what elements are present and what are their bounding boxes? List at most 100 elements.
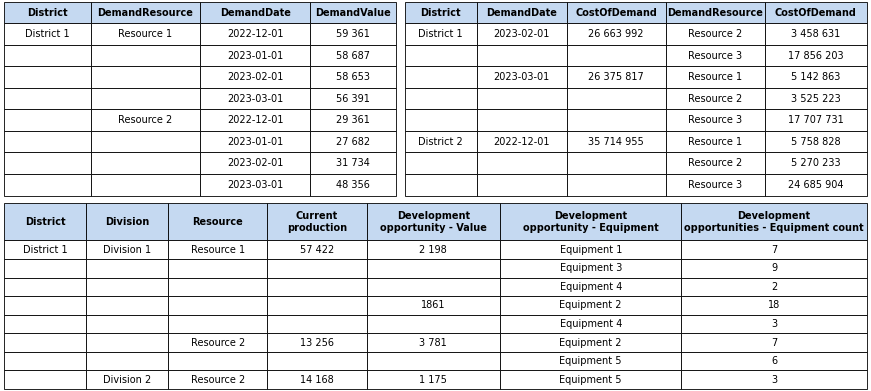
Bar <box>367 240 500 259</box>
Text: Development
opportunity - Value: Development opportunity - Value <box>380 211 487 233</box>
Bar <box>665 23 765 45</box>
Bar <box>267 315 367 333</box>
Text: Resource 1: Resource 1 <box>191 245 245 255</box>
Text: 29 361: 29 361 <box>336 115 370 125</box>
Text: 2023-01-01: 2023-01-01 <box>227 137 283 147</box>
Text: DemandValue: DemandValue <box>315 8 391 18</box>
Text: 57 422: 57 422 <box>300 245 334 255</box>
Text: DemandResource: DemandResource <box>667 8 763 18</box>
Text: 56 391: 56 391 <box>336 94 370 104</box>
Bar <box>476 2 567 23</box>
Bar <box>200 152 310 174</box>
Bar <box>310 131 396 152</box>
Text: 27 682: 27 682 <box>336 137 370 147</box>
Text: CostOfDemand: CostOfDemand <box>575 8 657 18</box>
Bar <box>267 296 367 315</box>
Bar <box>310 152 396 174</box>
Text: DemandDate: DemandDate <box>486 8 557 18</box>
Text: 2023-01-01: 2023-01-01 <box>227 51 283 61</box>
Text: 7: 7 <box>771 245 777 255</box>
Bar <box>681 352 867 371</box>
Bar <box>310 174 396 196</box>
Bar <box>567 152 665 174</box>
Bar <box>367 278 500 296</box>
Text: Equipment 5: Equipment 5 <box>559 375 622 385</box>
Bar <box>267 278 367 296</box>
Bar <box>86 315 168 333</box>
Bar <box>765 66 867 88</box>
Text: Resource 2: Resource 2 <box>191 375 245 385</box>
Bar <box>4 203 86 240</box>
Bar <box>405 131 476 152</box>
Bar <box>765 45 867 66</box>
Text: Division 1: Division 1 <box>103 245 152 255</box>
Bar <box>91 66 200 88</box>
Bar <box>681 240 867 259</box>
Text: 18: 18 <box>768 300 780 310</box>
Bar <box>500 278 681 296</box>
Bar <box>91 23 200 45</box>
Bar <box>665 45 765 66</box>
Bar <box>91 45 200 66</box>
Text: 2022-12-01: 2022-12-01 <box>493 137 550 147</box>
Bar <box>500 315 681 333</box>
Bar <box>4 174 91 196</box>
Bar <box>681 296 867 315</box>
Bar <box>310 23 396 45</box>
Bar <box>86 296 168 315</box>
Bar <box>476 174 567 196</box>
Bar <box>267 259 367 278</box>
Text: 5 142 863: 5 142 863 <box>791 72 841 82</box>
Bar <box>476 131 567 152</box>
Bar <box>168 259 267 278</box>
Text: 26 663 992: 26 663 992 <box>589 29 644 39</box>
Bar <box>168 352 267 371</box>
Bar <box>765 109 867 131</box>
Text: 31 734: 31 734 <box>336 158 370 168</box>
Text: Equipment 5: Equipment 5 <box>559 356 622 366</box>
Bar <box>567 131 665 152</box>
Bar <box>367 352 500 371</box>
Bar <box>4 109 91 131</box>
Text: District 1: District 1 <box>418 29 463 39</box>
Text: DemandDate: DemandDate <box>219 8 291 18</box>
Text: Resource: Resource <box>192 217 243 227</box>
Bar <box>367 371 500 389</box>
Bar <box>91 109 200 131</box>
Bar <box>405 66 476 88</box>
Bar <box>500 203 681 240</box>
Text: 58 687: 58 687 <box>336 51 370 61</box>
Bar <box>168 278 267 296</box>
Bar <box>4 333 86 352</box>
Bar <box>567 23 665 45</box>
Text: 3 781: 3 781 <box>420 337 447 348</box>
Bar <box>405 88 476 109</box>
Bar <box>665 109 765 131</box>
Text: Resource 3: Resource 3 <box>688 51 742 61</box>
Bar <box>4 371 86 389</box>
Text: 2 198: 2 198 <box>420 245 447 255</box>
Bar <box>200 23 310 45</box>
Text: 3: 3 <box>771 375 777 385</box>
Bar <box>476 88 567 109</box>
Bar <box>4 88 91 109</box>
Bar <box>476 66 567 88</box>
Bar <box>367 315 500 333</box>
Text: Equipment 4: Equipment 4 <box>559 282 622 292</box>
Text: District 1: District 1 <box>23 245 68 255</box>
Text: 2022-12-01: 2022-12-01 <box>227 115 283 125</box>
Bar <box>665 2 765 23</box>
Bar <box>267 333 367 352</box>
Text: 14 168: 14 168 <box>300 375 334 385</box>
Bar <box>200 88 310 109</box>
Text: 5 270 233: 5 270 233 <box>791 158 841 168</box>
Bar <box>200 45 310 66</box>
Bar <box>4 352 86 371</box>
Text: 2023-02-01: 2023-02-01 <box>227 158 283 168</box>
Bar <box>567 66 665 88</box>
Text: 3 458 631: 3 458 631 <box>791 29 841 39</box>
Bar <box>681 371 867 389</box>
Bar <box>500 352 681 371</box>
Bar <box>500 296 681 315</box>
Text: 2023-03-01: 2023-03-01 <box>494 72 550 82</box>
